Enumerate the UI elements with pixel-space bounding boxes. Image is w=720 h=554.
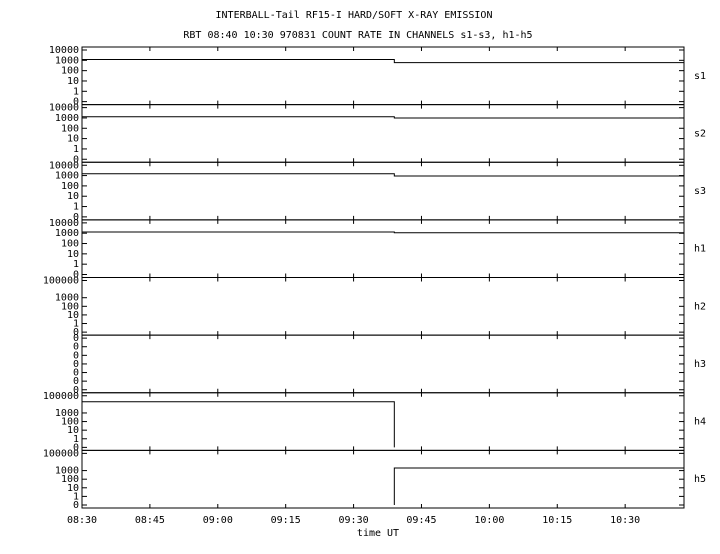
y-tick-label: 100 xyxy=(61,123,79,134)
y-tick-label: 100 xyxy=(61,474,79,485)
chart-subtitle: RBT 08:40 10:30 970831 COUNT RATE IN CHA… xyxy=(183,30,532,41)
y-tick-label: 1 xyxy=(73,202,79,213)
x-tick-label: 10:15 xyxy=(542,515,572,526)
y-tick-label: 100 xyxy=(61,66,79,77)
y-tick-label: 10000 xyxy=(49,45,79,56)
y-tick-label: 1000 xyxy=(55,293,79,304)
y-tick-label: 10 xyxy=(67,483,79,494)
data-line xyxy=(82,401,395,448)
y-tick-label: 0 xyxy=(73,500,79,511)
x-tick-label: 08:30 xyxy=(67,515,97,526)
y-tick-label: 10000 xyxy=(49,160,79,171)
x-tick-label: 09:45 xyxy=(406,515,436,526)
y-tick-label: 0 xyxy=(73,212,79,223)
y-tick-label: 1000 xyxy=(55,408,79,419)
y-tick-label: 0 xyxy=(73,270,79,281)
data-line xyxy=(82,116,684,119)
y-tick-label: 0 xyxy=(73,368,79,379)
y-tick-label: 100000 xyxy=(43,448,79,459)
y-tick-label: 1000 xyxy=(55,55,79,66)
y-tick-label: 1000 xyxy=(55,113,79,124)
y-tick-label: 1000 xyxy=(55,228,79,239)
y-tick-label: 1 xyxy=(73,259,79,270)
x-axis-label: time UT xyxy=(357,528,399,539)
y-tick-label: 0 xyxy=(73,350,79,361)
y-tick-label: 10 xyxy=(67,76,79,87)
x-tick-label: 09:15 xyxy=(271,515,301,526)
chart-title: INTERBALL-Tail RF15-I HARD/SOFT X-RAY EM… xyxy=(216,10,493,21)
y-tick-label: 0 xyxy=(73,154,79,165)
y-tick-label: 0 xyxy=(73,385,79,396)
y-tick-label: 100000 xyxy=(43,276,79,287)
y-tick-label: 100000 xyxy=(43,391,79,402)
y-tick-label: 1 xyxy=(73,319,79,330)
data-line xyxy=(82,173,684,177)
y-tick-label: 10 xyxy=(67,191,79,202)
channel-label: h4 xyxy=(694,417,706,428)
y-tick-label: 10 xyxy=(67,310,79,321)
x-tick-label: 10:00 xyxy=(474,515,504,526)
y-tick-label: 1 xyxy=(73,144,79,155)
channel-label: h3 xyxy=(694,359,706,370)
y-tick-label: 0 xyxy=(73,97,79,108)
y-tick-label: 0 xyxy=(73,327,79,338)
y-tick-label: 0 xyxy=(73,333,79,344)
channel-label: h5 xyxy=(694,474,706,485)
channel-label: s1 xyxy=(694,71,706,82)
y-tick-label: 100 xyxy=(61,181,79,192)
y-tick-label: 1000 xyxy=(55,466,79,477)
y-tick-label: 100 xyxy=(61,301,79,312)
channel-label: h2 xyxy=(694,301,706,312)
y-tick-label: 1 xyxy=(73,491,79,502)
data-line xyxy=(82,59,684,64)
channel-label: s2 xyxy=(694,128,706,139)
y-tick-label: 0 xyxy=(73,376,79,387)
y-tick-label: 1 xyxy=(73,434,79,445)
channel-label: s3 xyxy=(694,186,706,197)
y-tick-label: 1000 xyxy=(55,171,79,182)
channel-label: h1 xyxy=(694,244,706,255)
y-tick-label: 0 xyxy=(73,359,79,370)
y-tick-label: 10 xyxy=(67,425,79,436)
x-tick-label: 10:30 xyxy=(610,515,640,526)
x-tick-label: 09:00 xyxy=(203,515,233,526)
x-tick-label: 09:30 xyxy=(339,515,369,526)
data-line xyxy=(82,231,684,234)
y-tick-label: 10 xyxy=(67,249,79,260)
y-tick-label: 100 xyxy=(61,417,79,428)
y-tick-label: 10 xyxy=(67,134,79,145)
y-tick-label: 100 xyxy=(61,239,79,250)
y-tick-label: 0 xyxy=(73,342,79,353)
y-tick-label: 10000 xyxy=(49,218,79,229)
y-tick-label: 10000 xyxy=(49,103,79,114)
y-tick-label: 0 xyxy=(73,442,79,453)
x-tick-label: 08:45 xyxy=(135,515,165,526)
data-line xyxy=(393,467,684,505)
y-tick-label: 1 xyxy=(73,86,79,97)
